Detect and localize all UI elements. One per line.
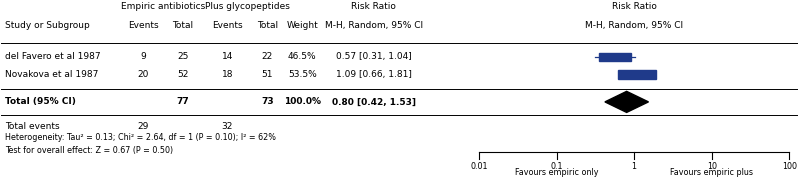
Text: Test for overall effect: Z = 0.67 (P = 0.50): Test for overall effect: Z = 0.67 (P = 0… <box>6 146 174 155</box>
Polygon shape <box>605 91 649 112</box>
Text: 53.5%: 53.5% <box>288 70 317 79</box>
Text: 73: 73 <box>261 97 274 106</box>
Text: 100: 100 <box>782 162 797 171</box>
Text: Favours empiric only: Favours empiric only <box>514 168 598 177</box>
Text: Empiric antibiotics: Empiric antibiotics <box>121 2 205 11</box>
Text: 25: 25 <box>177 53 189 61</box>
Text: Study or Subgroup: Study or Subgroup <box>6 20 90 30</box>
Text: Total events: Total events <box>6 122 60 131</box>
Text: Novakova et al 1987: Novakova et al 1987 <box>6 70 98 79</box>
Text: 51: 51 <box>262 70 273 79</box>
Text: 46.5%: 46.5% <box>288 53 317 61</box>
Text: Heterogeneity: Tau² = 0.13; Chi² = 2.64, df = 1 (P = 0.10); I² = 62%: Heterogeneity: Tau² = 0.13; Chi² = 2.64,… <box>6 132 276 142</box>
Text: 0.80 [0.42, 1.53]: 0.80 [0.42, 1.53] <box>332 97 416 106</box>
Text: 20: 20 <box>138 70 149 79</box>
Text: 0.1: 0.1 <box>550 162 562 171</box>
Text: 22: 22 <box>262 53 273 61</box>
Text: Plus glycopeptides: Plus glycopeptides <box>205 2 290 11</box>
Text: 14: 14 <box>222 53 233 61</box>
Text: del Favero et al 1987: del Favero et al 1987 <box>6 53 101 61</box>
Bar <box>618 70 656 79</box>
Text: 0.57 [0.31, 1.04]: 0.57 [0.31, 1.04] <box>336 53 412 61</box>
Text: 77: 77 <box>177 97 190 106</box>
Text: 52: 52 <box>177 70 189 79</box>
Text: M-H, Random, 95% CI: M-H, Random, 95% CI <box>585 20 683 30</box>
Text: Weight: Weight <box>286 20 318 30</box>
Text: 0.01: 0.01 <box>470 162 488 171</box>
Text: 29: 29 <box>138 122 149 131</box>
Text: Total: Total <box>257 20 278 30</box>
Text: 32: 32 <box>222 122 233 131</box>
Text: Risk Ratio: Risk Ratio <box>612 2 657 11</box>
Text: 1: 1 <box>632 162 637 171</box>
Text: Total: Total <box>172 20 194 30</box>
Text: Total (95% CI): Total (95% CI) <box>6 97 76 106</box>
Text: 10: 10 <box>706 162 717 171</box>
Text: 1.09 [0.66, 1.81]: 1.09 [0.66, 1.81] <box>336 70 412 79</box>
Text: Events: Events <box>128 20 158 30</box>
Text: 100.0%: 100.0% <box>284 97 321 106</box>
Text: Risk Ratio: Risk Ratio <box>351 2 396 11</box>
Bar <box>599 53 631 61</box>
Text: 9: 9 <box>140 53 146 61</box>
Text: 18: 18 <box>222 70 233 79</box>
Text: Favours empiric plus: Favours empiric plus <box>670 168 754 177</box>
Text: Events: Events <box>212 20 242 30</box>
Text: M-H, Random, 95% CI: M-H, Random, 95% CI <box>325 20 423 30</box>
